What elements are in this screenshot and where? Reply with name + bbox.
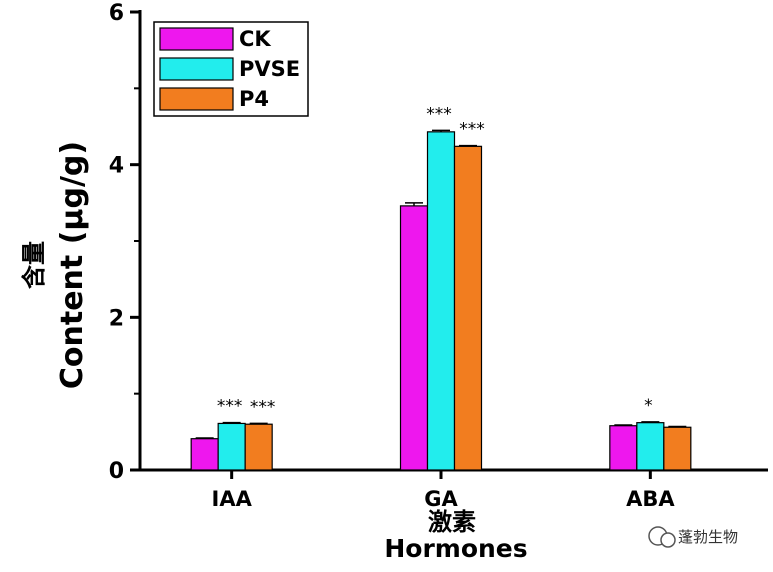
legend-label-P4: P4 xyxy=(239,87,269,111)
x-tick-label-GA: GA xyxy=(424,487,458,511)
bar-ABA-PVSE xyxy=(636,422,665,471)
bar-GA-P4 xyxy=(453,145,483,471)
legend-swatch-CK xyxy=(159,27,234,51)
legend-swatch-P4 xyxy=(159,87,234,111)
x-tick-label-ABA: ABA xyxy=(626,487,675,511)
bar-IAA-PVSE xyxy=(217,422,246,471)
y-tick-label-1: 2 xyxy=(109,306,124,331)
legend: CK PVSE P4 xyxy=(153,21,309,117)
watermark: 蓬勃生物 xyxy=(648,526,738,548)
watermark-text: 蓬勃生物 xyxy=(678,528,738,546)
bar-ABA-P4 xyxy=(663,426,692,471)
x-axis-title-cn: 激素 xyxy=(428,508,476,536)
bar-ABA-CK xyxy=(609,425,638,471)
y-axis-title: Content (μg/g) xyxy=(55,141,90,389)
wechat-icon-bubble xyxy=(660,532,676,548)
x-tick-label-IAA: IAA xyxy=(212,487,253,511)
x-axis-title: Hormones xyxy=(384,534,527,563)
significance-IAA-P4: *** xyxy=(250,397,276,417)
y-tick-label-2: 4 xyxy=(109,154,124,179)
significance-GA-PVSE: *** xyxy=(426,104,452,124)
legend-label-PVSE: PVSE xyxy=(239,57,300,81)
bars-layer xyxy=(190,129,692,471)
bar-IAA-P4 xyxy=(244,423,273,471)
bar-GA-CK xyxy=(399,205,429,471)
bar-GA-PVSE xyxy=(426,131,456,471)
y-tick-label-3: 6 xyxy=(109,1,124,26)
significance-GA-P4: *** xyxy=(459,120,485,140)
significance-IAA-PVSE: *** xyxy=(217,397,243,417)
legend-swatch-PVSE xyxy=(159,57,234,81)
legend-label-CK: CK xyxy=(239,27,271,51)
significance-ABA-PVSE: * xyxy=(644,396,653,416)
y-tick-label-0: 0 xyxy=(109,459,124,484)
bar-IAA-CK xyxy=(190,438,219,471)
y-axis-title-cn: 含量 xyxy=(20,241,48,289)
